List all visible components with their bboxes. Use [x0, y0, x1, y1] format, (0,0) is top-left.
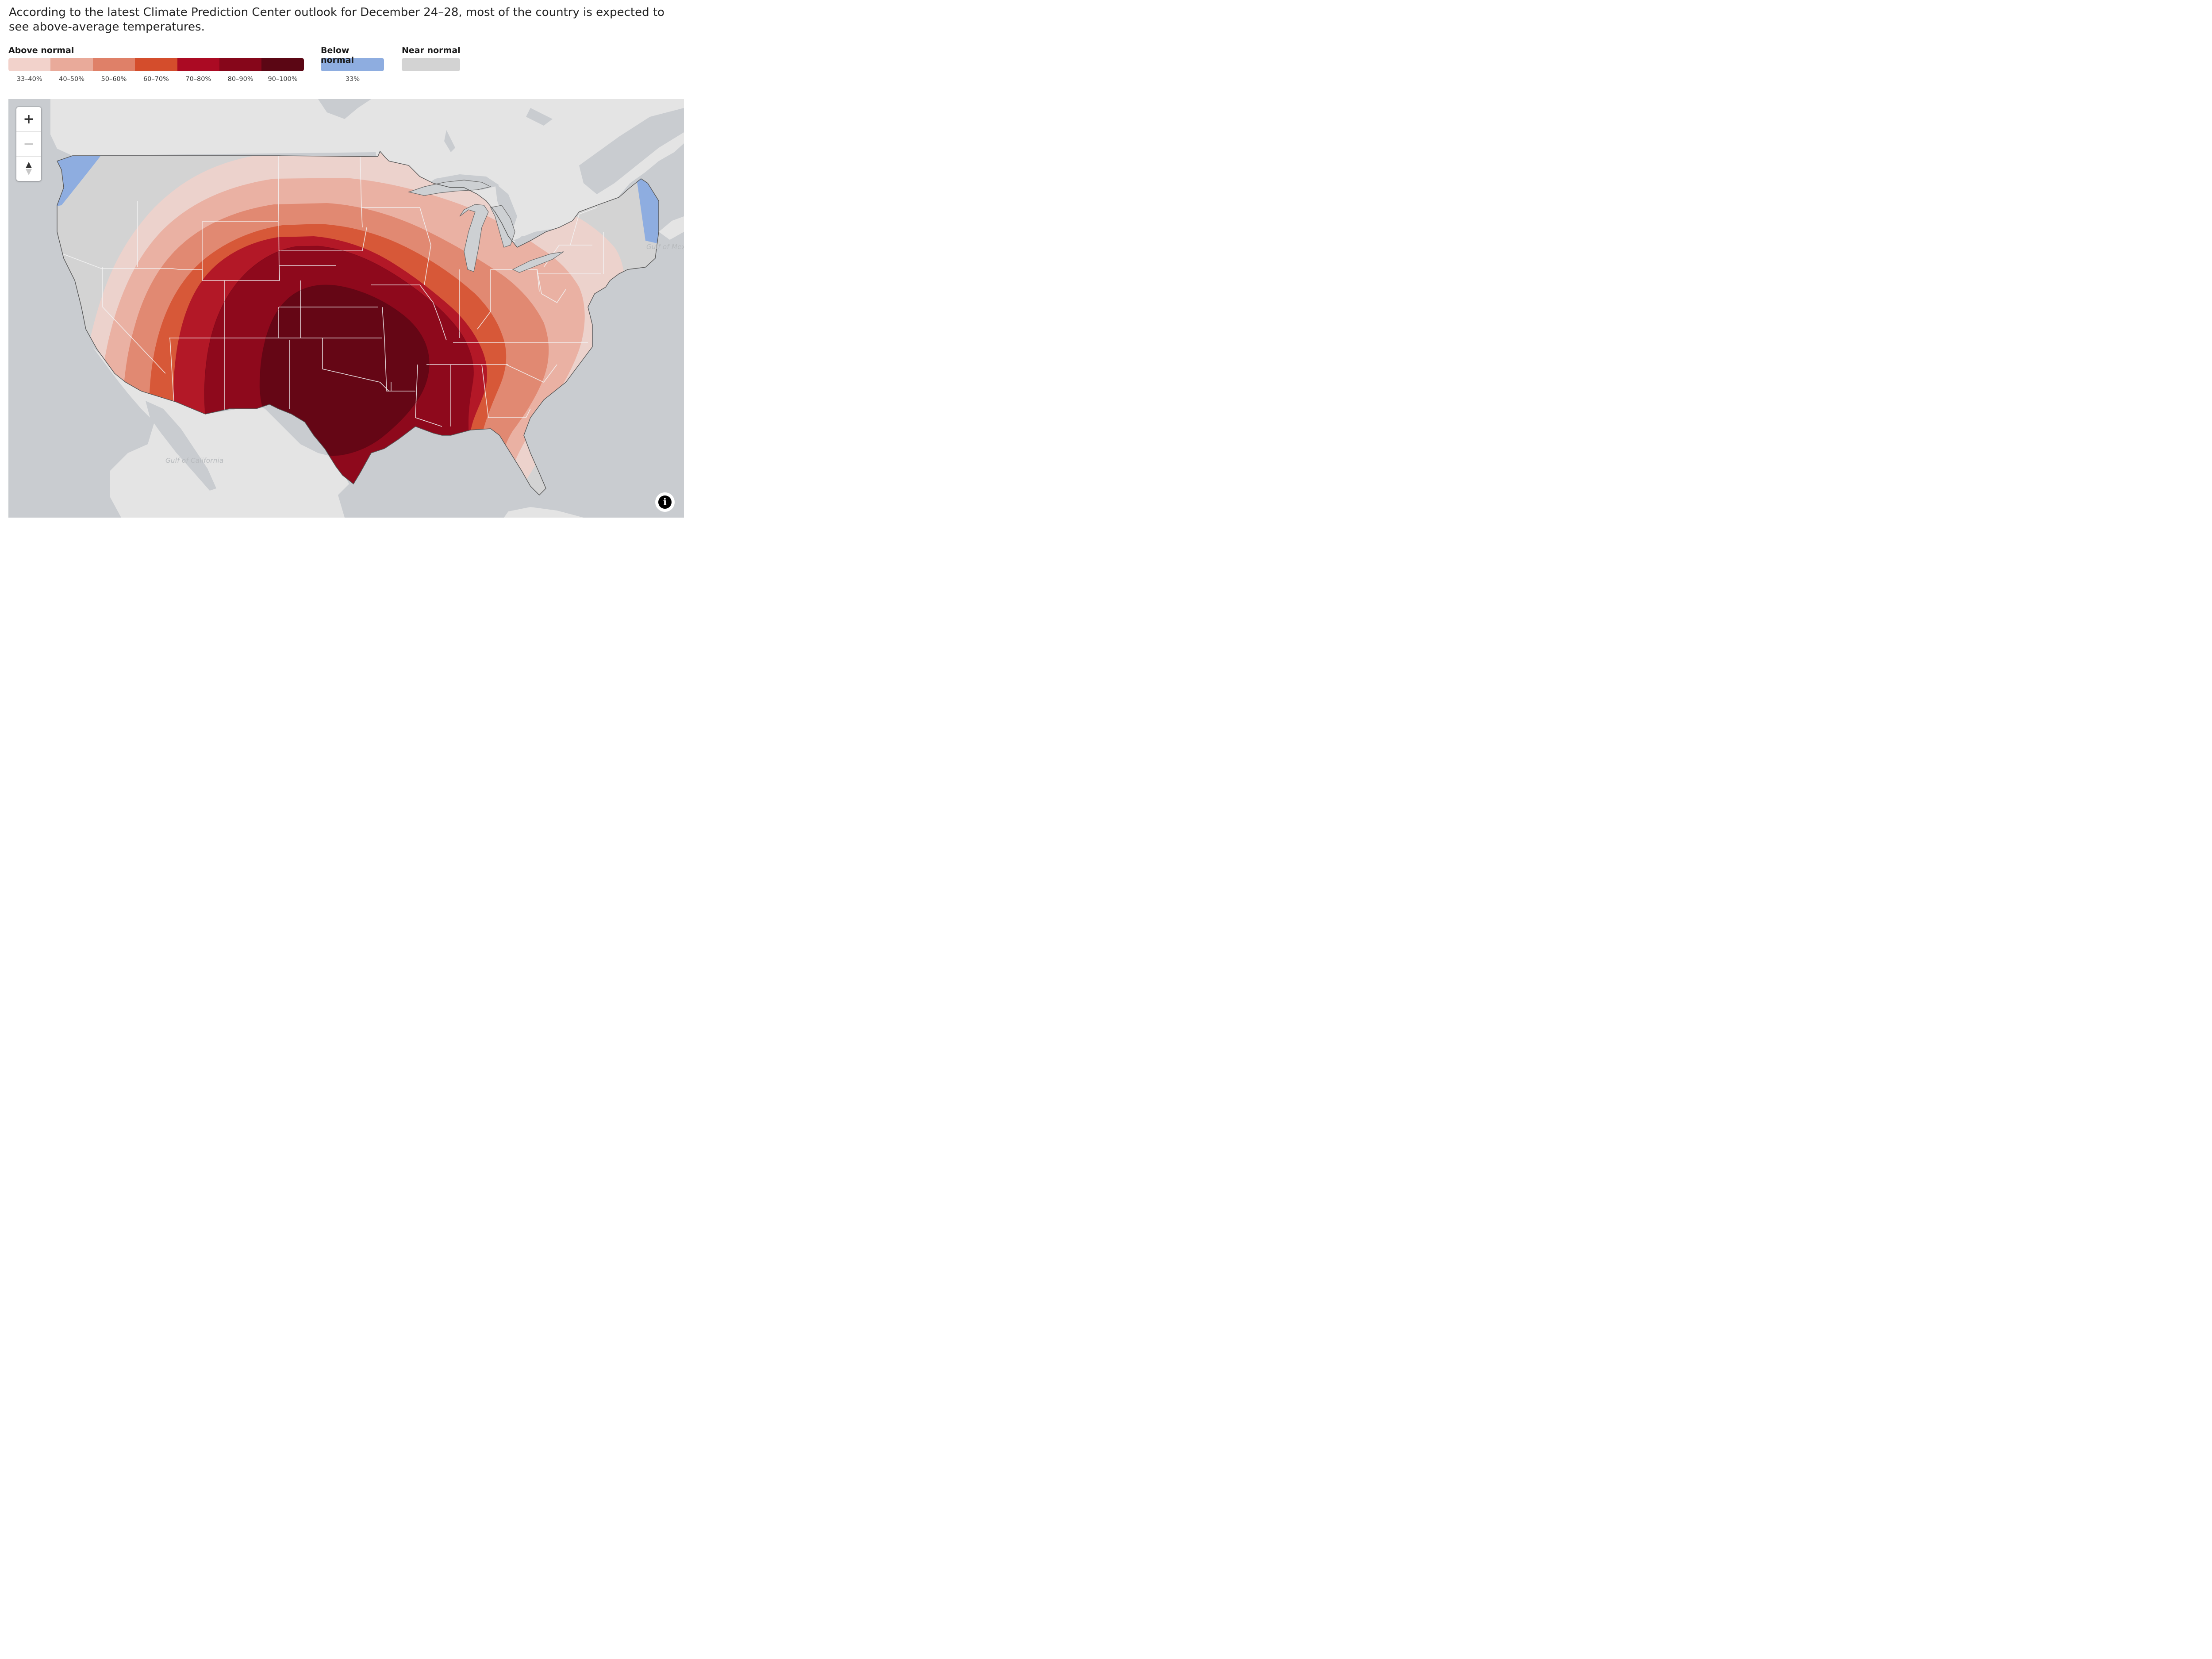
legend-swatch: [50, 58, 93, 71]
water-label-gulf-of-california: Gulf of California: [165, 457, 223, 465]
info-icon: i: [658, 495, 672, 509]
legend-near-title: Near normal: [402, 46, 461, 55]
canada-water: [318, 99, 553, 152]
legend-near-swatch: [402, 58, 460, 71]
legend-below-swatch: [321, 58, 384, 71]
legend-above-normal: Above normal 33–40% 40–50% 50–60% 60–70%…: [8, 46, 304, 83]
legend-class-label: 50–60%: [101, 76, 127, 83]
legend-below-label: 33%: [345, 76, 360, 83]
legend-class-label: 33–40%: [16, 76, 42, 83]
state-borders: [57, 155, 604, 427]
legend-class-label: 40–50%: [59, 76, 85, 83]
legend-below-title: Below normal: [321, 46, 354, 65]
legend-class-label: 80–90%: [227, 76, 253, 83]
gulf-of-california: [146, 401, 216, 491]
us-outline: [57, 150, 659, 495]
lake-superior: [407, 180, 492, 196]
legend-swatch: [8, 58, 51, 71]
headline: According to the latest Climate Predicti…: [9, 6, 664, 34]
legend-swatch: [261, 58, 304, 71]
band-90-100: [260, 284, 430, 456]
legend-class-label: 70–80%: [185, 76, 211, 83]
page: According to the latest Climate Predicti…: [0, 0, 690, 518]
great-lakes: [459, 204, 489, 272]
info-button[interactable]: i: [655, 492, 675, 512]
legend-above-labels: 33–40% 40–50% 50–60% 60–70% 70–80% 80–90…: [8, 76, 304, 83]
control-divider: [16, 156, 41, 157]
nova-scotia: [659, 216, 684, 240]
legend-class-label: 90–100%: [268, 76, 298, 83]
compass-north-icon: [26, 162, 32, 168]
legend-class-label: 60–70%: [143, 76, 169, 83]
legend-below-normal: Below normal 33%: [321, 46, 384, 83]
legend-swatch: [219, 58, 262, 71]
compass-reset-north-button[interactable]: [16, 157, 41, 181]
legend-above-title: Above normal: [8, 46, 74, 55]
canada-land: [50, 99, 684, 247]
mexico-land: [92, 347, 349, 518]
control-divider: [16, 131, 41, 132]
legend-swatch: [92, 58, 135, 71]
zoom-in-button[interactable]: +: [16, 107, 41, 131]
cuba: [504, 507, 584, 518]
water-label-gulf-of-mexico: Gulf of Mex: [646, 243, 684, 251]
st-lawrence: [579, 108, 684, 194]
legend-above-ramp: [8, 58, 304, 71]
below-normal-maine: [637, 165, 659, 250]
legend-near-normal: Near normal: [402, 46, 461, 71]
map-controls: + −: [16, 107, 41, 181]
compass-south-icon: [26, 169, 32, 175]
map-canvas[interactable]: Gulf of California Gulf of Mex: [8, 99, 684, 518]
legend-swatch: [135, 58, 177, 71]
outlook-map[interactable]: Gulf of California Gulf of Mex + − i: [8, 99, 684, 518]
lake-erie: [512, 251, 564, 273]
legend-swatch: [177, 58, 219, 71]
zoom-out-button[interactable]: −: [16, 132, 41, 156]
